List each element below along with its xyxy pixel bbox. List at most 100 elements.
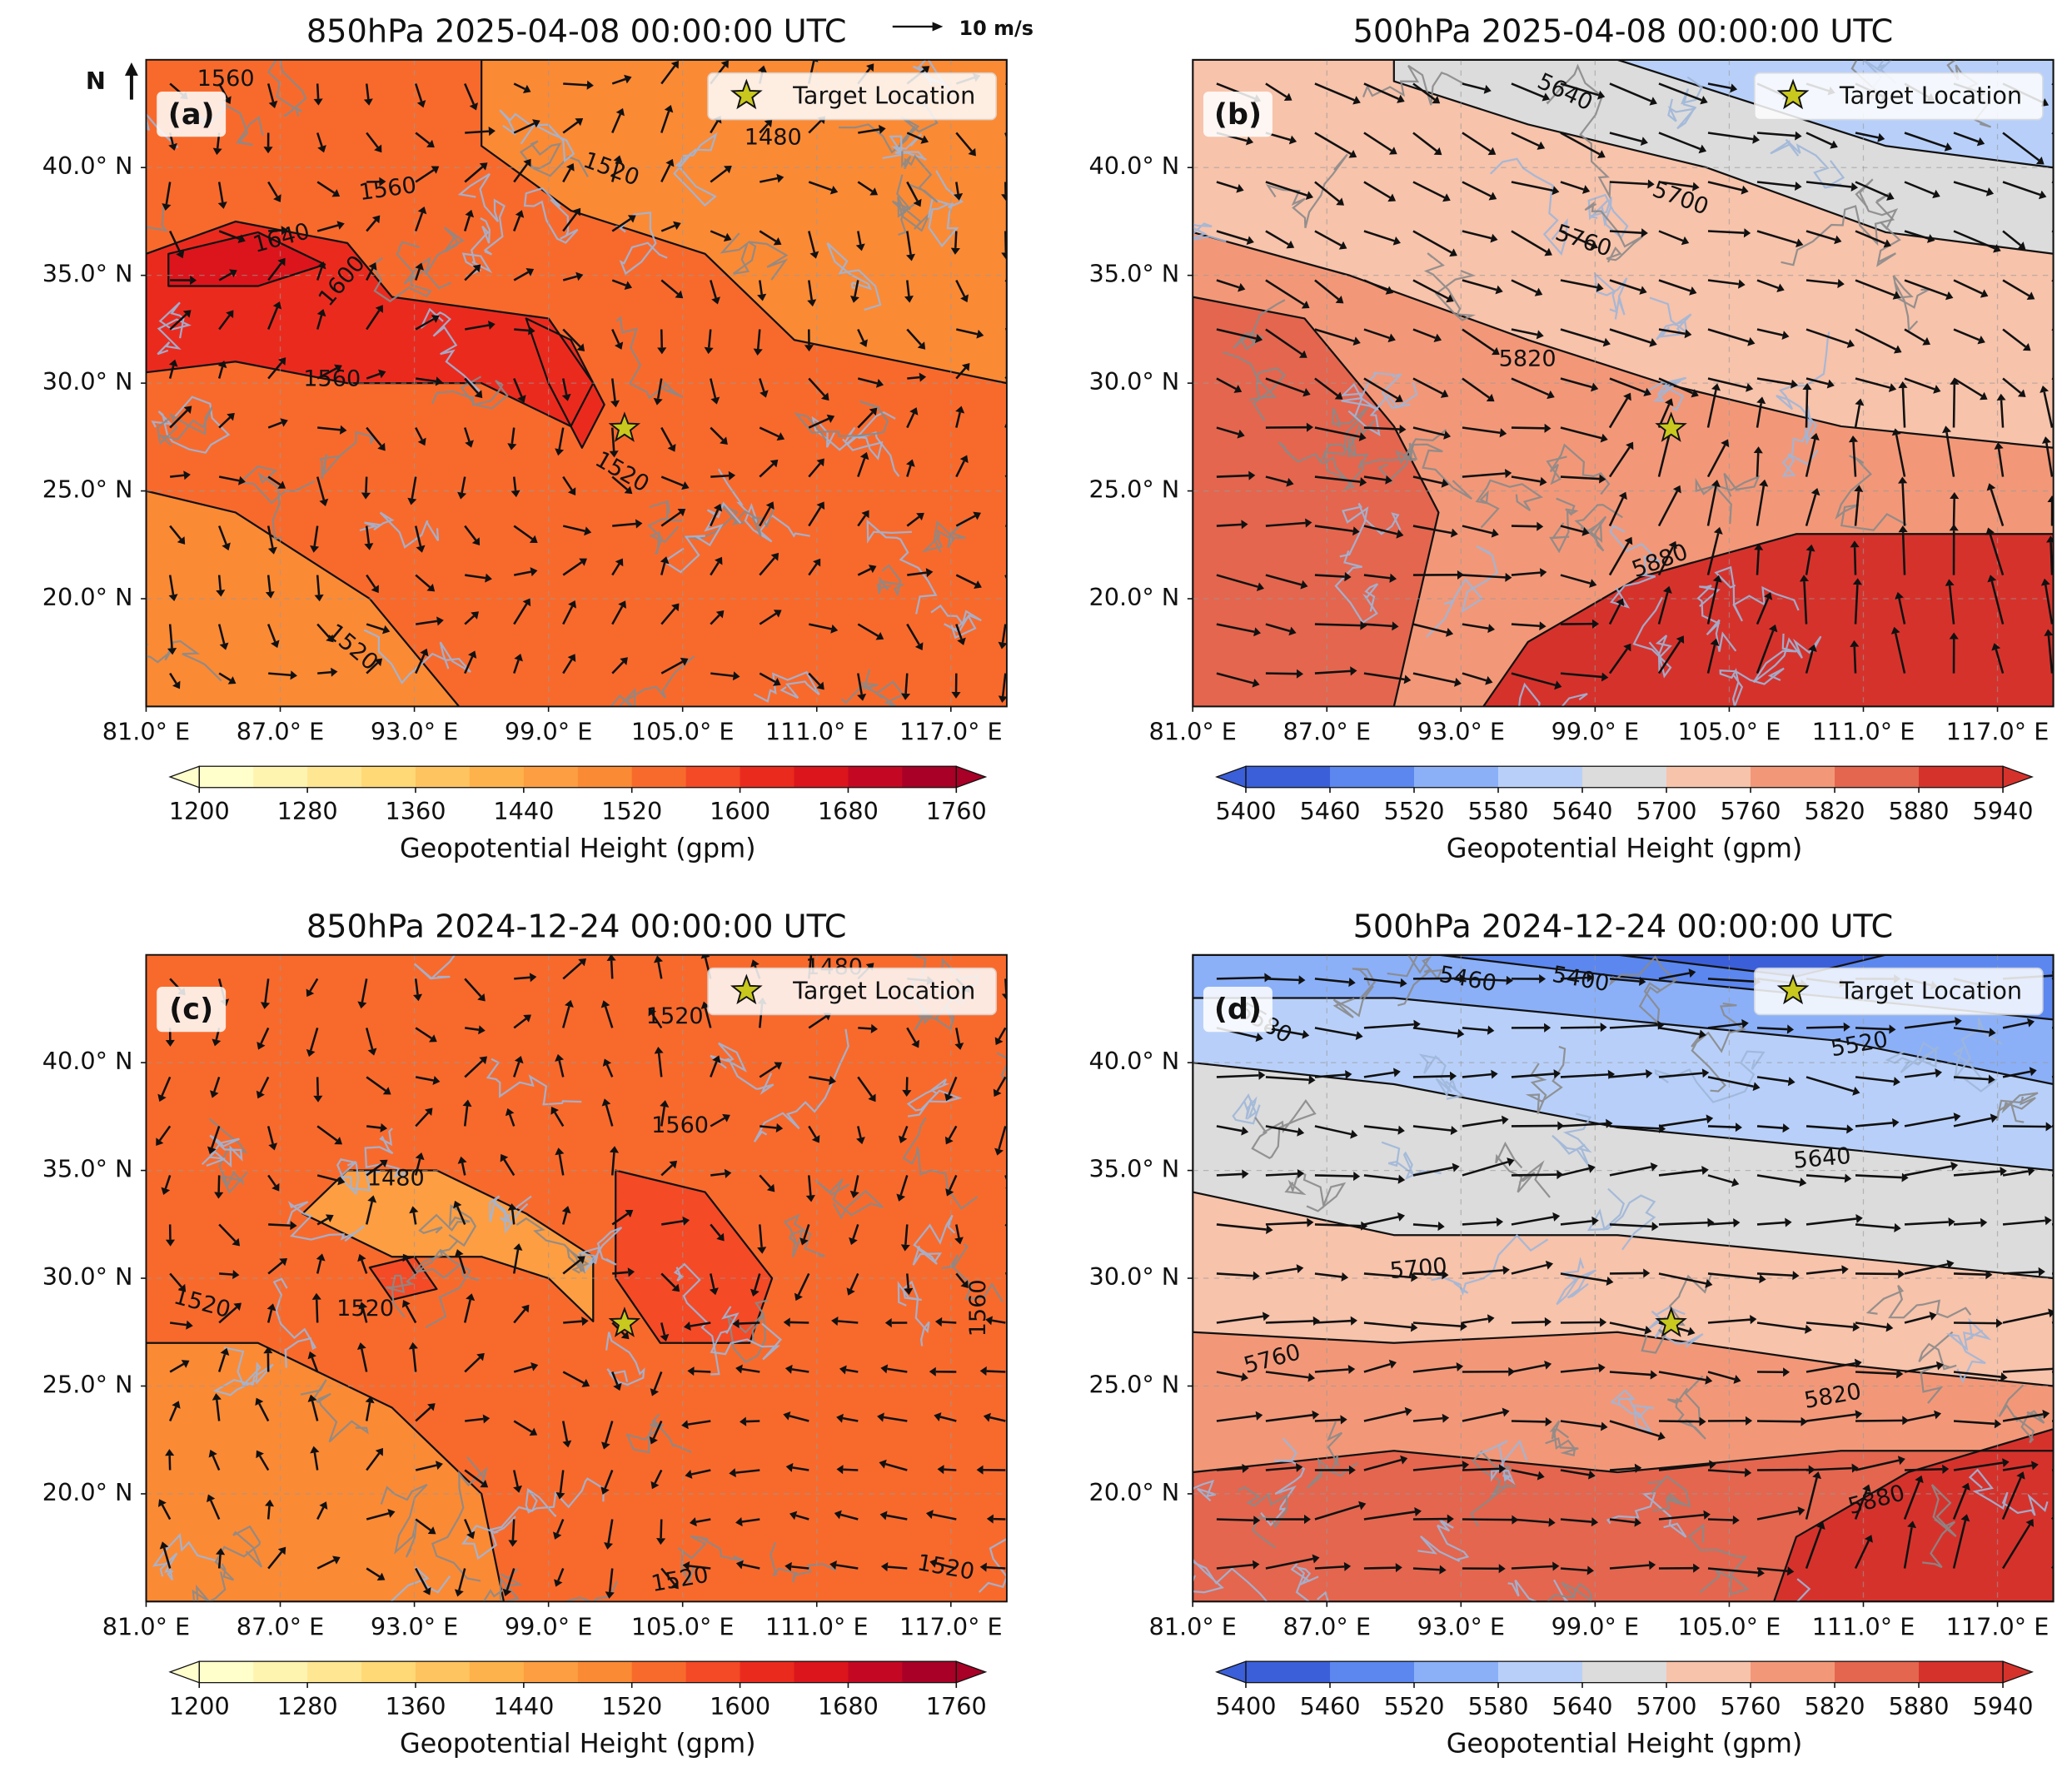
- wind-arrow-head: [172, 1401, 181, 1409]
- wind-arrow-head: [757, 293, 767, 301]
- wind-arrow: [792, 1466, 809, 1471]
- wind-arrow-head: [165, 1039, 175, 1047]
- wind-arrow-head: [1350, 1129, 1358, 1139]
- wind-arrow: [503, 1158, 516, 1177]
- wind-arrow: [1462, 1269, 1504, 1275]
- wind-arrow-head: [1001, 194, 1007, 202]
- river: [605, 1331, 645, 1386]
- wind-arrow: [1462, 1073, 1492, 1078]
- wind-arrow-head: [813, 558, 821, 567]
- border: [157, 406, 213, 446]
- wind-arrow-head: [408, 1341, 418, 1350]
- wind-arrow-head: [379, 177, 386, 187]
- wind-arrow: [1560, 82, 1599, 97]
- wind-arrow-head: [953, 193, 964, 201]
- x-tick-label: 117.0° E: [899, 1612, 1003, 1640]
- wind-arrow: [756, 329, 761, 350]
- wind-arrow: [1756, 328, 1784, 336]
- wind-arrow: [1904, 377, 1935, 391]
- wind-arrow: [2002, 1464, 2033, 1471]
- wind-arrow-head: [522, 598, 531, 607]
- wind-arrow: [1658, 82, 1702, 102]
- wind-arrow: [789, 1415, 809, 1422]
- wind-arrow-head: [157, 1093, 167, 1103]
- wind-arrow-head: [1297, 1168, 1304, 1179]
- wind-arrow: [1658, 1222, 1708, 1226]
- wind-arrow: [168, 1456, 172, 1471]
- wind-arrow-head: [212, 1038, 222, 1047]
- wind-arrow: [562, 525, 585, 532]
- river: [364, 1127, 406, 1179]
- colorbar-tick-label: 1200: [169, 1692, 230, 1720]
- wind-arrow-head: [479, 1056, 488, 1065]
- river: [1945, 1317, 1992, 1384]
- wind-arrow: [1363, 1458, 1402, 1471]
- wind-arrow: [1894, 633, 1906, 674]
- wind-arrow: [949, 1174, 958, 1191]
- wind-arrow-head: [1741, 1018, 1749, 1029]
- wind-arrow-head: [1539, 476, 1547, 486]
- wind-arrow: [1707, 1023, 1743, 1029]
- wind-arrow-head: [613, 1382, 622, 1391]
- wind-arrow-head: [1898, 476, 1908, 484]
- river: [866, 519, 938, 615]
- wind-arrow-head: [2025, 1519, 2035, 1527]
- border: [411, 1248, 479, 1329]
- wind-arrow: [1806, 1322, 1854, 1328]
- wind-arrow-head: [1505, 572, 1512, 582]
- wind-arrow: [1314, 1174, 1354, 1177]
- wind-arrow-head: [217, 361, 227, 369]
- wind-arrow: [1363, 1363, 1391, 1373]
- wind-arrow-head: [1335, 296, 1344, 304]
- x-tick-label: 105.0° E: [631, 1612, 735, 1640]
- wind-arrow-head: [476, 1352, 485, 1361]
- wind-arrow: [1314, 1368, 1349, 1373]
- wind-arrow: [217, 624, 226, 645]
- colorbar-bin: [631, 766, 687, 788]
- wind-arrow-head: [207, 1146, 217, 1155]
- border: [1423, 252, 1477, 321]
- wind-arrow: [2051, 377, 2054, 381]
- wind-arrow: [955, 279, 966, 297]
- wind-arrow: [1608, 397, 1629, 429]
- wind-arrow-head: [723, 232, 732, 242]
- colorbar-tick-label: 5460: [1299, 1692, 1360, 1720]
- wind-arrow: [415, 1567, 428, 1590]
- wind-arrow: [415, 169, 435, 183]
- wind-arrow-head: [735, 1364, 743, 1374]
- wind-arrow-head: [869, 407, 878, 416]
- wind-arrow: [1462, 181, 1492, 197]
- wind-arrow-head: [1537, 141, 1546, 150]
- river: [523, 187, 579, 244]
- wind-arrow: [2002, 1271, 2039, 1275]
- river: [389, 1566, 451, 1602]
- wind-arrow-head: [356, 1342, 366, 1350]
- wind-arrow-head: [1443, 431, 1452, 440]
- wind-arrow: [212, 1455, 221, 1471]
- wind-arrow: [1609, 377, 1646, 394]
- wind-arrow-head: [684, 1322, 691, 1331]
- colorbar-bin: [1413, 1661, 1499, 1683]
- border: [1781, 192, 1895, 266]
- colorbar-bin: [794, 1661, 849, 1683]
- wind-arrow-head: [614, 341, 624, 350]
- wind-arrow-head: [1393, 1068, 1401, 1078]
- wind-arrow: [611, 1371, 619, 1386]
- wind-arrow: [906, 132, 924, 141]
- wind-arrow: [1707, 279, 1739, 286]
- wind-arrow-head: [673, 221, 681, 231]
- wind-arrow-head: [513, 1243, 523, 1251]
- colorbar-extend: [2002, 1660, 2034, 1684]
- wind-arrow-head: [1810, 432, 1820, 441]
- wind-arrow: [1511, 1518, 1549, 1524]
- height-field: [1617, 954, 1886, 977]
- wind-arrow-head: [1498, 1464, 1507, 1474]
- colorbar-label: Geopotential Height (gpm): [400, 833, 756, 864]
- wind-arrow: [759, 1174, 771, 1188]
- wind-arrow: [267, 361, 283, 380]
- wind-arrow-head: [263, 1346, 273, 1354]
- wind-arrow-head: [1242, 1169, 1249, 1179]
- wind-arrow: [1216, 623, 1255, 634]
- wind-arrow-head: [1556, 1170, 1564, 1180]
- border: [1998, 1384, 2045, 1444]
